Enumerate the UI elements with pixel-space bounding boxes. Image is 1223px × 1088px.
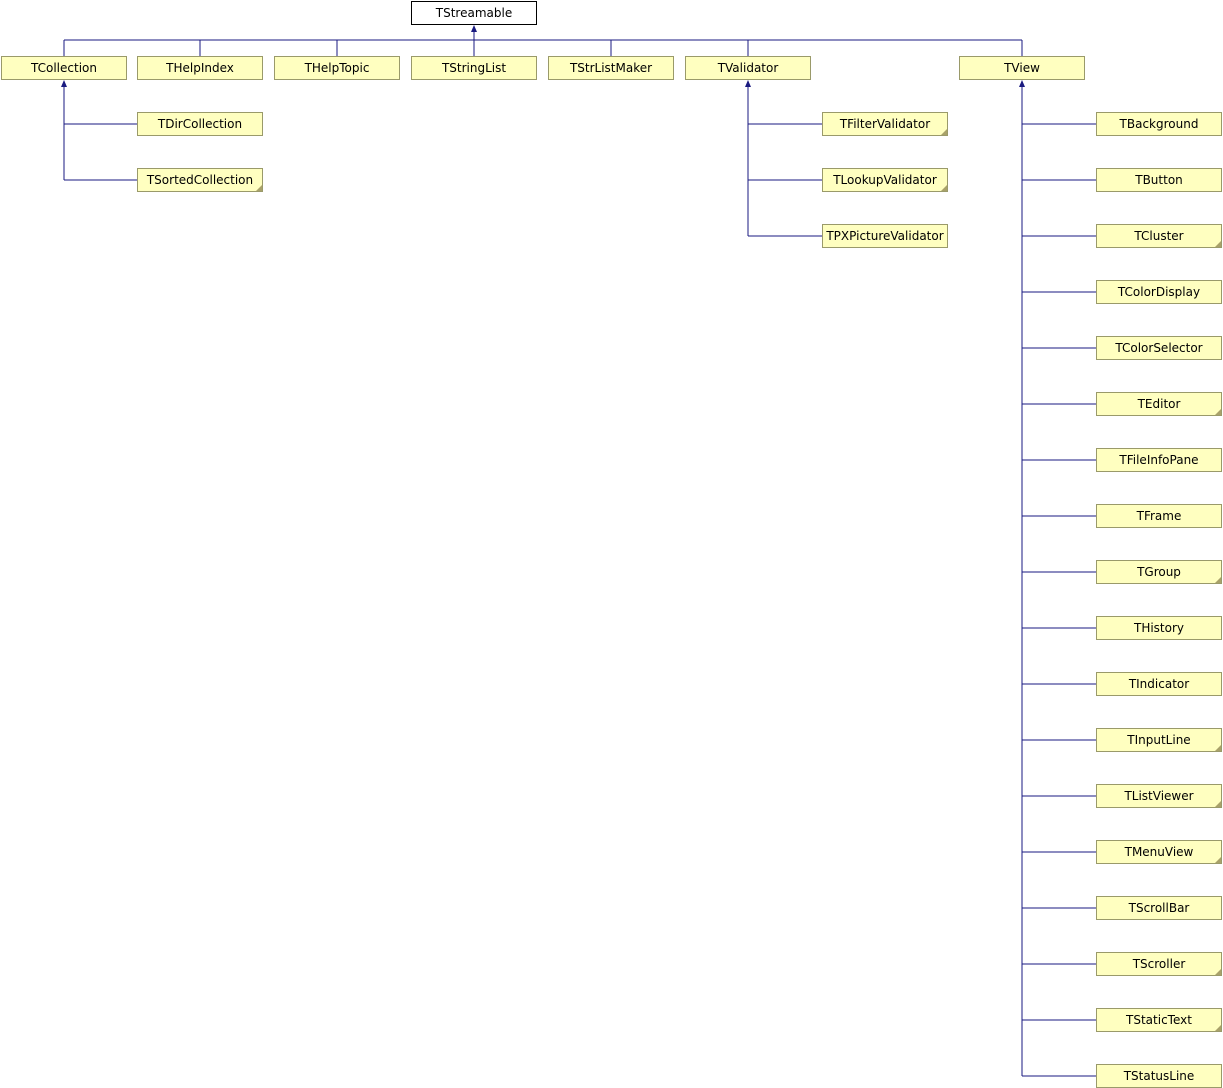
class-label: TDirCollection	[157, 117, 243, 131]
class-label: TLookupValidator	[833, 173, 937, 187]
class-label: TFrame	[1136, 509, 1182, 523]
arrow-tstreamable	[471, 25, 477, 32]
class-label: THelpIndex	[166, 61, 234, 75]
class-node-tfiltervalidator[interactable]: TFilterValidator	[822, 112, 948, 136]
class-node-tstrlistmaker[interactable]: TStrListMaker	[548, 56, 674, 80]
class-label: TSortedCollection	[146, 173, 254, 187]
class-label: TIndicator	[1128, 677, 1190, 691]
class-node-tcolorselector[interactable]: TColorSelector	[1096, 336, 1222, 360]
class-node-tdircollection[interactable]: TDirCollection	[137, 112, 263, 136]
class-label: TStringList	[441, 61, 507, 75]
class-label: TPXPictureValidator	[826, 229, 944, 243]
arrow-tcollection	[61, 80, 67, 87]
class-label: TInputLine	[1127, 733, 1191, 747]
class-node-tpxpicturevalidator[interactable]: TPXPictureValidator	[822, 224, 948, 248]
class-node-tstreamable[interactable]: TStreamable	[411, 1, 537, 25]
class-node-thistory[interactable]: THistory	[1096, 616, 1222, 640]
arrow-tvalidator	[745, 80, 751, 87]
class-label: TFileInfoPane	[1119, 453, 1199, 467]
class-node-tcollection[interactable]: TCollection	[1, 56, 127, 80]
class-label: TScroller	[1132, 957, 1186, 971]
class-node-tscroller[interactable]: TScroller	[1096, 952, 1222, 976]
class-label: THelpTopic	[304, 61, 370, 75]
class-node-tscrollbar[interactable]: TScrollBar	[1096, 896, 1222, 920]
class-node-tlookupvalidator[interactable]: TLookupValidator	[822, 168, 948, 192]
class-node-tview[interactable]: TView	[959, 56, 1085, 80]
arrow-tview	[1019, 80, 1025, 87]
class-label: TColorDisplay	[1117, 285, 1201, 299]
class-node-tgroup[interactable]: TGroup	[1096, 560, 1222, 584]
class-label: TValidator	[717, 61, 779, 75]
class-node-tfileinfopane[interactable]: TFileInfoPane	[1096, 448, 1222, 472]
class-label: TColorSelector	[1115, 341, 1203, 355]
class-label: TEditor	[1137, 397, 1181, 411]
class-label: TCluster	[1134, 229, 1184, 243]
class-node-tindicator[interactable]: TIndicator	[1096, 672, 1222, 696]
class-label: TStrListMaker	[569, 61, 653, 75]
class-label: TStreamable	[435, 6, 513, 20]
class-node-teditor[interactable]: TEditor	[1096, 392, 1222, 416]
class-label: TBackground	[1119, 117, 1199, 131]
class-label: TFilterValidator	[839, 117, 931, 131]
class-node-tstatusline[interactable]: TStatusLine	[1096, 1064, 1222, 1088]
class-node-tbutton[interactable]: TButton	[1096, 168, 1222, 192]
class-label: THistory	[1133, 621, 1185, 635]
class-label: TButton	[1135, 173, 1183, 187]
class-label: TListViewer	[1124, 789, 1194, 803]
class-label: TStatusLine	[1123, 1069, 1195, 1083]
class-label: TGroup	[1137, 565, 1181, 579]
class-node-tinputline[interactable]: TInputLine	[1096, 728, 1222, 752]
class-node-tmenuview[interactable]: TMenuView	[1096, 840, 1222, 864]
class-node-tsortedcollection[interactable]: TSortedCollection	[137, 168, 263, 192]
class-label: TStaticText	[1126, 1013, 1192, 1027]
class-node-tstringlist[interactable]: TStringList	[411, 56, 537, 80]
class-node-tvalidator[interactable]: TValidator	[685, 56, 811, 80]
class-label: TMenuView	[1124, 845, 1194, 859]
class-node-thelptopic[interactable]: THelpTopic	[274, 56, 400, 80]
class-label: TCollection	[31, 61, 97, 75]
class-node-tstatictext[interactable]: TStaticText	[1096, 1008, 1222, 1032]
class-node-tbackground[interactable]: TBackground	[1096, 112, 1222, 136]
class-label: TScrollBar	[1128, 901, 1190, 915]
class-node-tframe[interactable]: TFrame	[1096, 504, 1222, 528]
class-label: TView	[1004, 61, 1040, 75]
class-node-thelpindex[interactable]: THelpIndex	[137, 56, 263, 80]
class-node-tcluster[interactable]: TCluster	[1096, 224, 1222, 248]
class-node-tlistviewer[interactable]: TListViewer	[1096, 784, 1222, 808]
class-node-tcolordisplay[interactable]: TColorDisplay	[1096, 280, 1222, 304]
